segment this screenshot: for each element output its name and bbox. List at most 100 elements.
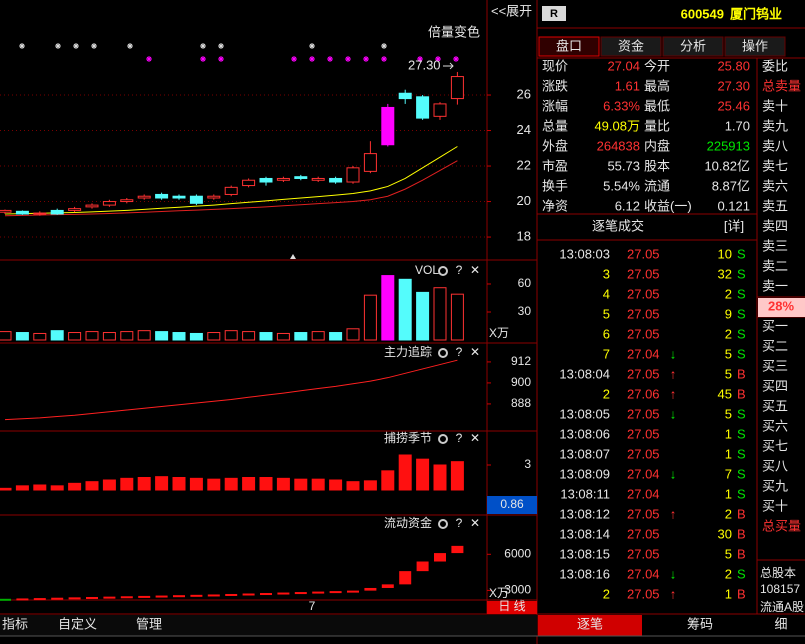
cursor-marker (290, 254, 296, 259)
trade-time: 13:08:06 (559, 426, 610, 441)
trade-time: 13:08:11 (560, 486, 610, 501)
trade-time: 13:08:09 (559, 466, 610, 481)
detail-button[interactable]: [详] (724, 218, 744, 233)
trade-time: 2 (603, 586, 610, 601)
signal-marker (309, 56, 315, 62)
flow-mark (329, 591, 342, 594)
flow-mark (138, 595, 151, 598)
tab-label[interactable]: 分析 (680, 38, 706, 53)
indicator-bar (363, 294, 377, 341)
bottom-menu[interactable]: 自定义 (58, 616, 97, 631)
tab[interactable] (600, 36, 662, 57)
bottom-menu[interactable]: 管理 (136, 616, 162, 631)
bottom-menu[interactable]: 指标 (2, 616, 28, 631)
trade-price: 27.05 (627, 586, 660, 601)
close-button[interactable]: ✕ (470, 516, 480, 530)
close-button[interactable]: ✕ (470, 345, 480, 359)
quote-value: 27.04 (607, 58, 640, 73)
trade-price: 27.04 (627, 466, 660, 481)
signal-marker (381, 56, 387, 62)
trade-direction: ↓ (670, 346, 677, 361)
indicator-bar (398, 454, 412, 491)
y-tick-label: 24 (517, 122, 531, 137)
y-tick-label: 3000 (504, 583, 531, 597)
trade-volume: 7 (725, 466, 732, 481)
bottom-tab[interactable]: 筹码 (687, 616, 713, 631)
flow-mark (103, 596, 116, 599)
bottom-tab-active[interactable] (538, 615, 642, 636)
trade-price: 27.05 (627, 526, 660, 541)
tab-label[interactable]: 盘口 (556, 38, 582, 53)
y-tick-label: 20 (517, 193, 531, 208)
signal-marker (55, 43, 61, 49)
signal-marker (417, 56, 423, 62)
settings-icon[interactable] (438, 266, 448, 276)
unit-label: X万 (489, 326, 509, 340)
y-tick-label: 6000 (504, 546, 531, 560)
signal-marker (345, 56, 351, 62)
y-tick-label: 912 (511, 354, 531, 368)
tab-label[interactable]: 操作 (742, 38, 768, 53)
tab[interactable] (538, 36, 600, 57)
tab[interactable] (662, 36, 724, 57)
indicator-bar (450, 293, 464, 341)
book-footer: 流通A股 (760, 600, 804, 614)
flow-mark (225, 593, 238, 596)
quote-value: 1.70 (725, 118, 750, 133)
candle-body (33, 212, 47, 215)
settings-icon[interactable] (438, 519, 448, 529)
period-button[interactable]: 日 线 (498, 599, 525, 613)
indicator-bar (311, 478, 325, 491)
help-button[interactable]: ? (456, 263, 463, 277)
candle-body (450, 76, 464, 100)
trade-direction: ↑ (670, 386, 677, 401)
candle-body (311, 177, 325, 181)
help-button[interactable]: ? (456, 516, 463, 530)
bottom-tab[interactable]: 细 (774, 616, 787, 631)
trade-price: 27.05 (627, 506, 660, 521)
trade-direction: ↑ (670, 506, 677, 521)
candle-body (137, 195, 151, 199)
flow-mark (364, 587, 377, 591)
trade-price: 27.05 (627, 426, 660, 441)
indicator-bar (85, 481, 99, 491)
trade-volume: 2 (725, 566, 732, 581)
settings-icon[interactable] (438, 348, 448, 358)
period-button-bg[interactable] (487, 601, 537, 614)
tab-label[interactable]: 资金 (618, 38, 644, 53)
candle-body (363, 153, 377, 172)
trade-side: S (737, 426, 746, 441)
book-label: 买六 (762, 418, 788, 433)
indicator-bar (102, 332, 116, 341)
settings-icon[interactable] (438, 434, 448, 444)
trade-side: B (737, 586, 746, 601)
bottom-tab[interactable]: 逐笔 (577, 616, 603, 631)
trade-price: 27.05 (627, 366, 660, 381)
help-button[interactable]: ? (456, 431, 463, 445)
trade-volume: 1 (725, 586, 732, 601)
indicator-bar (85, 331, 99, 341)
indicator-bar (329, 332, 343, 341)
indicator-bar (50, 485, 64, 491)
close-button[interactable]: ✕ (470, 431, 480, 445)
trade-time: 13:08:07 (559, 446, 610, 461)
quote-value: 0.121 (717, 198, 750, 213)
trade-price: 27.05 (627, 306, 660, 321)
quote-value: 25.46 (717, 98, 750, 113)
expand-button[interactable]: <<展开 (491, 3, 532, 18)
tab[interactable] (724, 36, 786, 57)
high-label: 27.30 (408, 57, 441, 72)
indicator-bar (433, 464, 447, 491)
trade-volume: 1 (725, 446, 732, 461)
flow-mark (33, 598, 46, 601)
book-label: 买三 (762, 358, 788, 373)
close-button[interactable]: ✕ (470, 263, 480, 277)
indicator-bar (68, 482, 82, 491)
indicator-bar (68, 332, 82, 341)
signal-marker (73, 43, 79, 49)
y-tick-label: 18 (517, 228, 531, 243)
trade-side: S (737, 326, 746, 341)
trade-volume: 2 (725, 286, 732, 301)
help-button[interactable]: ? (456, 345, 463, 359)
trade-side: S (737, 306, 746, 321)
